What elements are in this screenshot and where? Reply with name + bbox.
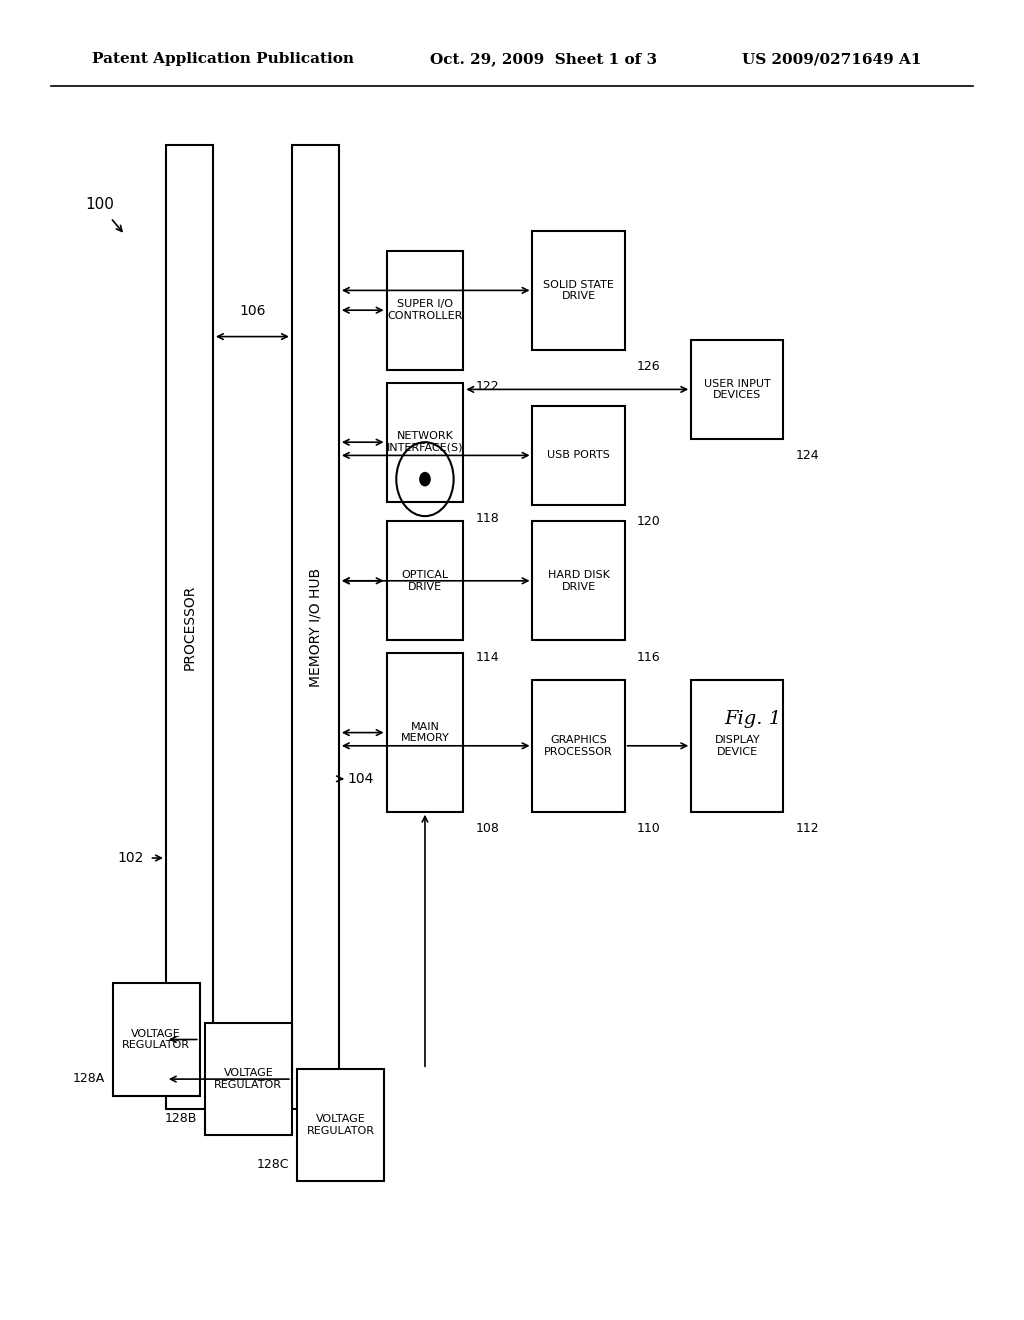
Bar — [297, 1069, 384, 1181]
Text: 108: 108 — [475, 822, 500, 836]
Bar — [387, 653, 463, 812]
Text: 106: 106 — [240, 304, 265, 318]
Text: MAIN
MEMORY: MAIN MEMORY — [400, 722, 450, 743]
Text: USER INPUT
DEVICES: USER INPUT DEVICES — [703, 379, 771, 400]
Text: PROCESSOR: PROCESSOR — [182, 585, 197, 669]
Bar — [532, 680, 625, 812]
Text: 124: 124 — [796, 449, 819, 462]
Text: 126: 126 — [637, 360, 660, 374]
Text: SUPER I/O
CONTROLLER: SUPER I/O CONTROLLER — [387, 300, 463, 321]
Bar — [532, 521, 625, 640]
Text: 128B: 128B — [164, 1111, 197, 1125]
Text: 128A: 128A — [73, 1072, 104, 1085]
Text: VOLTAGE
REGULATOR: VOLTAGE REGULATOR — [122, 1028, 190, 1051]
Text: MEMORY I/O HUB: MEMORY I/O HUB — [308, 568, 323, 686]
Text: 110: 110 — [637, 822, 660, 836]
Text: 102: 102 — [117, 851, 143, 865]
Text: Patent Application Publication: Patent Application Publication — [92, 53, 354, 66]
Text: Oct. 29, 2009  Sheet 1 of 3: Oct. 29, 2009 Sheet 1 of 3 — [430, 53, 657, 66]
Bar — [691, 680, 783, 812]
Text: 120: 120 — [637, 515, 660, 528]
Text: 104: 104 — [347, 772, 374, 785]
Text: 112: 112 — [796, 822, 819, 836]
Bar — [532, 231, 625, 350]
Text: US 2009/0271649 A1: US 2009/0271649 A1 — [742, 53, 922, 66]
Bar — [532, 407, 625, 504]
Bar — [292, 145, 339, 1109]
Bar — [205, 1023, 292, 1135]
Text: 114: 114 — [475, 651, 500, 664]
Text: 100: 100 — [85, 197, 114, 213]
Text: VOLTAGE
REGULATOR: VOLTAGE REGULATOR — [306, 1114, 375, 1137]
Text: HARD DISK
DRIVE: HARD DISK DRIVE — [548, 570, 609, 591]
Text: 116: 116 — [637, 651, 660, 664]
Bar — [113, 983, 200, 1096]
Circle shape — [420, 473, 430, 486]
Text: GRAPHICS
PROCESSOR: GRAPHICS PROCESSOR — [544, 735, 613, 756]
Text: 128C: 128C — [256, 1158, 289, 1171]
Text: VOLTAGE
REGULATOR: VOLTAGE REGULATOR — [214, 1068, 283, 1090]
Text: NETWORK
INTERFACE(S): NETWORK INTERFACE(S) — [387, 432, 463, 453]
Bar — [387, 521, 463, 640]
Bar — [387, 251, 463, 370]
Bar — [166, 145, 213, 1109]
Text: 118: 118 — [475, 512, 500, 525]
Text: DISPLAY
DEVICE: DISPLAY DEVICE — [715, 735, 760, 756]
Text: USB PORTS: USB PORTS — [547, 450, 610, 461]
Text: OPTICAL
DRIVE: OPTICAL DRIVE — [401, 570, 449, 591]
Text: 122: 122 — [475, 380, 500, 393]
Text: Fig. 1: Fig. 1 — [724, 710, 781, 729]
Bar — [387, 383, 463, 502]
Bar — [691, 339, 783, 438]
Text: SOLID STATE
DRIVE: SOLID STATE DRIVE — [543, 280, 614, 301]
